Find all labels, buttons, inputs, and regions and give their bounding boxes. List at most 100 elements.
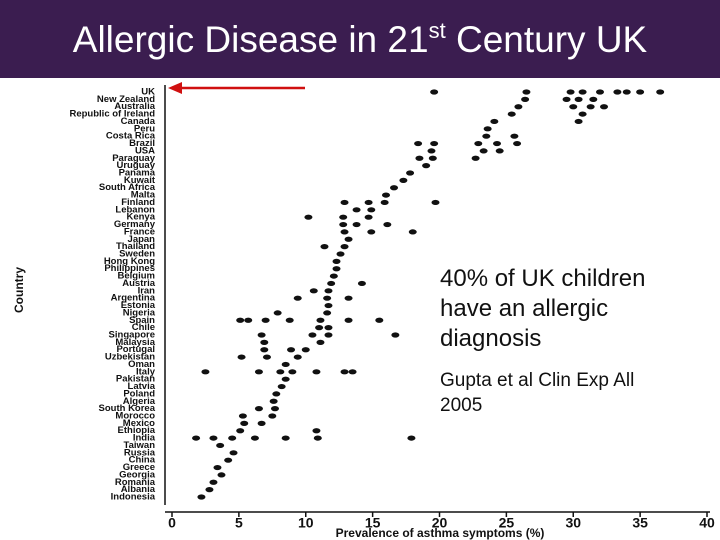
point (324, 332, 333, 338)
point (270, 406, 279, 412)
point (244, 317, 253, 323)
point (340, 199, 349, 206)
point (352, 221, 361, 228)
y-tick-label: Spain (129, 315, 155, 326)
y-tick-label: Uruguay (116, 160, 155, 171)
point (217, 472, 226, 478)
point (285, 317, 294, 323)
point (636, 89, 645, 95)
y-tick-label: Australia (114, 101, 155, 112)
point (428, 155, 437, 161)
y-tick-label: Russia (124, 447, 156, 458)
point (490, 118, 499, 125)
point (304, 214, 313, 220)
y-tick-label: Philippines (104, 263, 155, 274)
y-tick-label: Kenya (126, 212, 155, 223)
point (213, 464, 222, 471)
point (507, 111, 516, 117)
y-tick-label: Iran (138, 285, 156, 296)
point (493, 140, 502, 147)
title: Allergic Disease in 21st Century UK (0, 0, 720, 78)
point (261, 317, 270, 323)
point (382, 192, 390, 198)
x-tick-label: 30 (565, 515, 581, 531)
point (430, 89, 439, 95)
y-tick-label: Japan (128, 234, 156, 245)
y-tick-label: Republic of Ireland (69, 109, 155, 120)
point (414, 140, 423, 147)
x-tick-label: 35 (632, 515, 648, 531)
title-superscript: st (428, 18, 446, 43)
y-tick-label: India (133, 433, 156, 444)
point (329, 273, 338, 279)
y-tick-label: Oman (128, 359, 155, 370)
x-tick-label: 0 (168, 515, 176, 531)
point (250, 435, 259, 441)
y-tick-label: USA (135, 145, 155, 156)
point (399, 177, 408, 183)
point (309, 288, 318, 294)
point (269, 398, 278, 404)
point (479, 148, 488, 154)
y-tick-label: Lebanon (115, 204, 155, 215)
y-tick-label: Germany (114, 219, 156, 230)
y-tick-label: Malaysia (115, 337, 155, 348)
point (301, 347, 310, 353)
point (574, 96, 583, 102)
point (600, 104, 609, 110)
point (308, 332, 317, 338)
y-tick-label: Italy (136, 366, 156, 377)
y-tick-label: Morocco (115, 411, 155, 422)
point (483, 126, 492, 132)
y-tick-label: Taiwan (124, 440, 156, 451)
point (281, 361, 290, 368)
point (197, 494, 206, 500)
x-axis-label: Prevalence of asthma symptoms (%) (336, 526, 545, 540)
point (224, 457, 233, 463)
point (276, 369, 285, 375)
point (566, 89, 575, 95)
point (383, 221, 392, 228)
point (562, 96, 571, 102)
y-tick-label: Costa Rica (106, 131, 156, 142)
y-tick-label: Argentina (111, 293, 156, 304)
point (344, 236, 353, 242)
point (257, 332, 266, 338)
y-tick-label: China (129, 455, 156, 466)
x-tick-label: 15 (365, 515, 381, 531)
point (240, 420, 249, 426)
point (431, 199, 440, 206)
point (254, 369, 263, 375)
y-tick-label: Pakistan (116, 374, 155, 385)
point (406, 170, 415, 176)
title-text: Allergic Disease in 21 (72, 19, 429, 60)
point (316, 339, 325, 345)
point (201, 369, 210, 375)
x-tick-label: 20 (432, 515, 448, 531)
point (415, 155, 424, 161)
point (340, 369, 349, 375)
y-tick-label: Latvia (128, 381, 156, 392)
y-tick-label: Estonia (121, 300, 156, 311)
x-tick-label: 10 (298, 515, 314, 531)
point (340, 244, 349, 250)
citation: Gupta et al Clin Exp All 2005 (440, 370, 635, 416)
point (407, 435, 416, 441)
title-text: Century UK (455, 19, 648, 60)
y-tick-label: Chile (132, 322, 155, 333)
y-tick-label: Paraguay (112, 153, 155, 164)
point (471, 155, 480, 161)
point (327, 280, 336, 287)
point (482, 133, 491, 139)
point (277, 383, 286, 390)
y-tick-label: France (124, 226, 155, 237)
point (293, 354, 302, 360)
point (367, 229, 376, 235)
y-tick-label: Greece (123, 462, 155, 473)
y-tick-label: Uzbekistan (105, 352, 155, 363)
y-tick-label: New Zealand (97, 94, 155, 105)
x-tick-label: 5 (235, 515, 243, 531)
point (216, 442, 225, 449)
point (238, 413, 247, 419)
